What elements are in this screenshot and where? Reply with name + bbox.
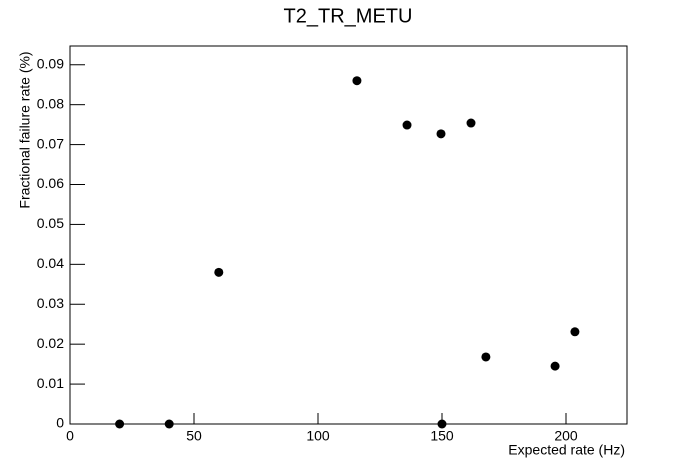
y-tick-label: 0.02 bbox=[37, 335, 64, 351]
plot-frame bbox=[69, 45, 628, 425]
y-tick-label: 0.01 bbox=[37, 375, 64, 391]
point bbox=[436, 129, 446, 139]
y-tick-label: 0.05 bbox=[37, 215, 64, 231]
chart-title: T2_TR_METU bbox=[284, 5, 413, 27]
y-tick-label: 0.08 bbox=[37, 95, 64, 111]
x-tick-label: 0 bbox=[66, 428, 74, 444]
y-axis-label: Fractional failure rate (%) bbox=[17, 51, 33, 208]
y-tick-label: 0.09 bbox=[37, 55, 64, 71]
point bbox=[550, 361, 560, 371]
y-tick-label: 0 bbox=[56, 415, 64, 431]
x-tick-label: 50 bbox=[186, 428, 202, 444]
point bbox=[437, 419, 447, 429]
point bbox=[466, 118, 476, 128]
x-axis-label: Expected rate (Hz) bbox=[508, 442, 625, 458]
point bbox=[164, 419, 174, 429]
point bbox=[481, 352, 491, 362]
point bbox=[115, 419, 125, 429]
point bbox=[570, 327, 580, 337]
point bbox=[214, 267, 224, 277]
x-tick-label: 200 bbox=[554, 428, 578, 444]
x-tick-label: 150 bbox=[430, 428, 454, 444]
point bbox=[352, 76, 362, 86]
y-tick-label: 0.03 bbox=[37, 295, 64, 311]
y-tick-label: 0.07 bbox=[37, 135, 64, 151]
x-tick-label: 100 bbox=[306, 428, 330, 444]
y-tick-label: 0.06 bbox=[37, 175, 64, 191]
point bbox=[402, 120, 412, 130]
y-tick-label: 0.04 bbox=[37, 255, 64, 271]
